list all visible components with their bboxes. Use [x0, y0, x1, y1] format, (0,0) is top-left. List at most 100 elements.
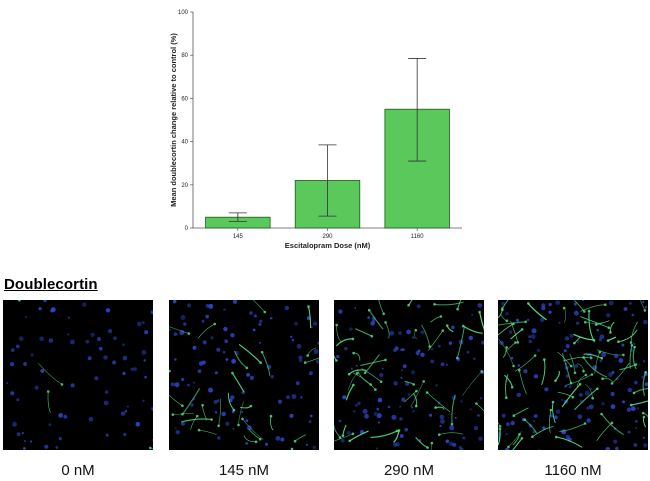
neuron-soma — [629, 341, 633, 344]
nucleus — [230, 395, 235, 400]
nucleus — [308, 371, 313, 376]
nucleus — [210, 336, 214, 340]
nucleus — [310, 414, 313, 418]
neurite — [181, 418, 212, 423]
nucleus — [300, 396, 303, 399]
neurite — [596, 422, 613, 442]
nucleus — [586, 406, 590, 410]
nucleus — [451, 325, 455, 330]
nucleus — [477, 303, 483, 308]
neurite — [290, 448, 293, 450]
nucleus — [516, 392, 522, 398]
neuron-soma — [587, 309, 591, 313]
nucleus — [508, 330, 513, 334]
nucleus — [183, 322, 187, 326]
neuron-soma — [441, 329, 445, 332]
neurite — [336, 324, 342, 343]
nucleus — [391, 414, 397, 420]
neurite — [368, 309, 384, 330]
neuron-soma — [591, 396, 594, 400]
nucleus — [445, 363, 448, 366]
nucleus — [504, 447, 510, 450]
nucleus — [393, 348, 397, 352]
nucleus — [466, 350, 470, 354]
neurite — [227, 392, 235, 411]
nucleus — [253, 314, 257, 318]
x-tick-label-1160: 1160 — [411, 234, 425, 240]
nucleus — [569, 333, 574, 338]
nucleus — [144, 330, 149, 335]
nucleus — [43, 300, 47, 303]
neuron-soma — [249, 404, 253, 408]
nucleus — [214, 411, 218, 414]
nucleus — [249, 375, 254, 380]
neurite — [585, 384, 593, 399]
nucleus — [122, 355, 128, 361]
nucleus — [541, 306, 546, 311]
neuron-soma — [644, 370, 647, 374]
nucleus — [548, 302, 552, 307]
neurite — [524, 419, 538, 434]
neuron-soma — [307, 305, 310, 308]
neuron-soma — [237, 423, 240, 427]
neuron-soma — [507, 445, 510, 449]
neurite — [190, 415, 198, 430]
neuron-soma — [369, 383, 372, 386]
neurite — [47, 391, 51, 413]
nucleus — [48, 338, 54, 343]
nucleus — [338, 419, 342, 423]
neurite — [633, 387, 648, 394]
nucleus — [124, 410, 128, 413]
neurite — [150, 447, 153, 450]
neuron-soma — [520, 437, 524, 440]
neurite — [498, 309, 503, 319]
nucleus — [336, 354, 340, 359]
nucleus — [563, 349, 567, 353]
neurite — [632, 346, 637, 370]
neurite — [231, 372, 245, 393]
nucleus — [638, 363, 641, 366]
neuron-soma — [245, 366, 249, 370]
neurite — [549, 409, 552, 433]
nucleus — [90, 332, 95, 337]
nucleus — [437, 344, 441, 348]
nucleus — [144, 375, 147, 379]
nucleus — [105, 390, 109, 394]
nucleus — [578, 392, 583, 397]
micrograph-1160nm — [498, 300, 648, 450]
neurite — [348, 369, 367, 375]
nucleus — [15, 344, 20, 349]
nucleus — [18, 336, 24, 341]
neuron-soma — [498, 427, 502, 431]
nucleus — [417, 349, 421, 353]
nucleus — [362, 408, 368, 414]
neurite — [199, 429, 217, 435]
neurite — [594, 351, 601, 374]
nucleus — [501, 413, 506, 418]
neurite — [294, 434, 307, 442]
micrograph-0nm — [3, 300, 153, 450]
neuron-soma — [384, 321, 387, 324]
neurite — [415, 436, 428, 449]
neurite — [364, 354, 380, 374]
nucleus — [608, 372, 613, 377]
neurite — [385, 322, 390, 339]
neuron-soma — [352, 383, 355, 387]
nucleus — [141, 350, 147, 355]
neuron-soma — [379, 380, 383, 383]
neurite — [559, 423, 586, 432]
neuron-soma — [607, 326, 611, 329]
neuron-soma — [600, 356, 604, 360]
neuron-soma — [533, 354, 537, 357]
nucleus — [505, 312, 509, 316]
nucleus — [506, 422, 510, 426]
y-tick-label-20: 20 — [181, 183, 188, 189]
neurite — [498, 428, 501, 446]
neuron-soma — [290, 447, 294, 450]
neurite — [238, 401, 244, 426]
neuron-soma — [634, 363, 638, 366]
neurite — [519, 370, 527, 395]
nucleus — [471, 313, 474, 316]
neuron-soma — [171, 413, 175, 416]
neuron-soma — [583, 310, 586, 313]
